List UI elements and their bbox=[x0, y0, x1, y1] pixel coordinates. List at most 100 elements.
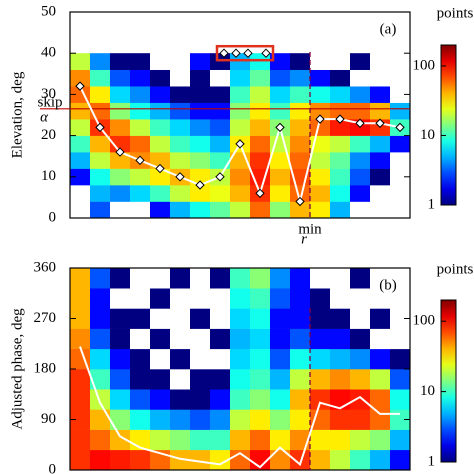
heatmap-cell bbox=[90, 185, 111, 202]
heatmap-cell bbox=[210, 119, 231, 136]
outlier-marker bbox=[243, 48, 253, 58]
heatmap-cell bbox=[330, 135, 351, 153]
median-marker bbox=[255, 188, 265, 198]
y-tick-label: 0 bbox=[49, 461, 57, 474]
heatmap-cell bbox=[350, 288, 371, 309]
heatmap-cell bbox=[210, 185, 231, 202]
heatmap-cell bbox=[150, 328, 171, 350]
heatmap-cell bbox=[270, 449, 291, 471]
heatmap-cell bbox=[390, 389, 411, 410]
heatmap-cell bbox=[370, 201, 391, 219]
heatmap-cell bbox=[150, 53, 171, 70]
heatmap-cell bbox=[250, 53, 271, 70]
heatmap-cell bbox=[310, 201, 331, 219]
heatmap-cell bbox=[230, 288, 251, 309]
median-marker bbox=[115, 147, 125, 157]
threshold-label: α bbox=[40, 109, 49, 125]
colorbar-tick-label: 1 bbox=[428, 196, 436, 212]
heatmap-cell bbox=[170, 409, 191, 430]
heatmap-cell bbox=[150, 389, 171, 410]
heatmap-cell bbox=[370, 308, 391, 329]
heatmap-cell bbox=[330, 328, 351, 350]
heatmap-cell bbox=[130, 409, 151, 430]
heatmap-cell bbox=[310, 389, 331, 410]
y-tick-label: 10 bbox=[41, 168, 56, 184]
heatmap-cell bbox=[170, 119, 191, 136]
heatmap-cell bbox=[150, 86, 171, 103]
heatmap-cell bbox=[310, 268, 331, 289]
heatmap-cell bbox=[390, 135, 411, 153]
heatmap-cell bbox=[70, 119, 91, 136]
heatmap-cell bbox=[230, 86, 251, 103]
heatmap-cell bbox=[70, 185, 91, 202]
heatmap-cell bbox=[130, 102, 151, 120]
heatmap-cell bbox=[310, 119, 331, 136]
heatmap-cell bbox=[90, 328, 111, 350]
heatmap-cell bbox=[350, 185, 371, 202]
heatmap-cell bbox=[290, 449, 311, 471]
heatmap-cell bbox=[330, 369, 351, 390]
heatmap-cell bbox=[270, 268, 291, 289]
heatmap-cell bbox=[70, 449, 91, 471]
median-marker bbox=[195, 180, 205, 190]
heatmap-cell bbox=[90, 53, 111, 70]
heatmap-cell bbox=[270, 409, 291, 430]
heatmap-cell bbox=[390, 369, 411, 390]
heatmap-cell bbox=[190, 69, 211, 87]
heatmap-cell bbox=[110, 69, 131, 87]
colorbar bbox=[440, 299, 457, 463]
heatmap-cell bbox=[350, 409, 371, 430]
heatmap-cell bbox=[90, 86, 111, 103]
plot-frame bbox=[69, 11, 411, 219]
heatmap-cell bbox=[190, 328, 211, 350]
heatmap-cell bbox=[290, 369, 311, 390]
heatmap-cell bbox=[190, 369, 211, 390]
heatmap-cell bbox=[390, 328, 411, 350]
heatmap-cell bbox=[110, 201, 131, 219]
heatmap-cell bbox=[70, 135, 91, 153]
heatmap-cell bbox=[350, 308, 371, 329]
heatmap-cell bbox=[330, 429, 351, 451]
heatmap-cell bbox=[170, 308, 191, 329]
heatmap-cell bbox=[310, 328, 331, 350]
heatmap-cell bbox=[390, 53, 411, 70]
range-label: r bbox=[301, 231, 307, 247]
colorbar-tick-label: 10 bbox=[420, 383, 435, 399]
heatmap-cell bbox=[130, 168, 151, 186]
heatmap-cell bbox=[230, 389, 251, 410]
colorbar-tick-label: 100 bbox=[413, 57, 436, 73]
heatmap-cell bbox=[130, 119, 151, 136]
heatmap-cell bbox=[150, 201, 171, 219]
heatmap-cell bbox=[350, 53, 371, 70]
heatmap-cell bbox=[170, 389, 191, 410]
heatmap-cell bbox=[330, 268, 351, 289]
heatmap-cell bbox=[370, 69, 391, 87]
heatmap-cell bbox=[90, 449, 111, 471]
heatmap-cell bbox=[330, 69, 351, 87]
heatmap-cell bbox=[110, 308, 131, 329]
heatmap-cell bbox=[270, 288, 291, 309]
heatmap-cell bbox=[270, 429, 291, 451]
heatmap-cell bbox=[250, 268, 271, 289]
outlier-box bbox=[215, 44, 275, 62]
heatmap-cell bbox=[170, 53, 191, 70]
heatmap-cell bbox=[290, 152, 311, 169]
heatmap-cell bbox=[90, 288, 111, 309]
heatmap-cell bbox=[230, 429, 251, 451]
heatmap-cell bbox=[370, 86, 391, 103]
heatmap-cell bbox=[330, 86, 351, 103]
heatmap-cell bbox=[370, 53, 391, 70]
heatmap-cell bbox=[250, 201, 271, 219]
heatmap-cell bbox=[250, 152, 271, 169]
heatmap-cell bbox=[270, 369, 291, 390]
heatmap-cell bbox=[310, 308, 331, 329]
heatmap-cell bbox=[230, 69, 251, 87]
heatmap-cell bbox=[70, 369, 91, 390]
heatmap-cell bbox=[110, 53, 131, 70]
median-marker bbox=[135, 155, 145, 166]
heatmap-cell bbox=[350, 348, 371, 370]
heatmap-cell bbox=[130, 53, 151, 70]
heatmap-cell bbox=[370, 369, 391, 390]
heatmap-cell bbox=[390, 348, 411, 370]
heatmap-cell bbox=[390, 168, 411, 186]
